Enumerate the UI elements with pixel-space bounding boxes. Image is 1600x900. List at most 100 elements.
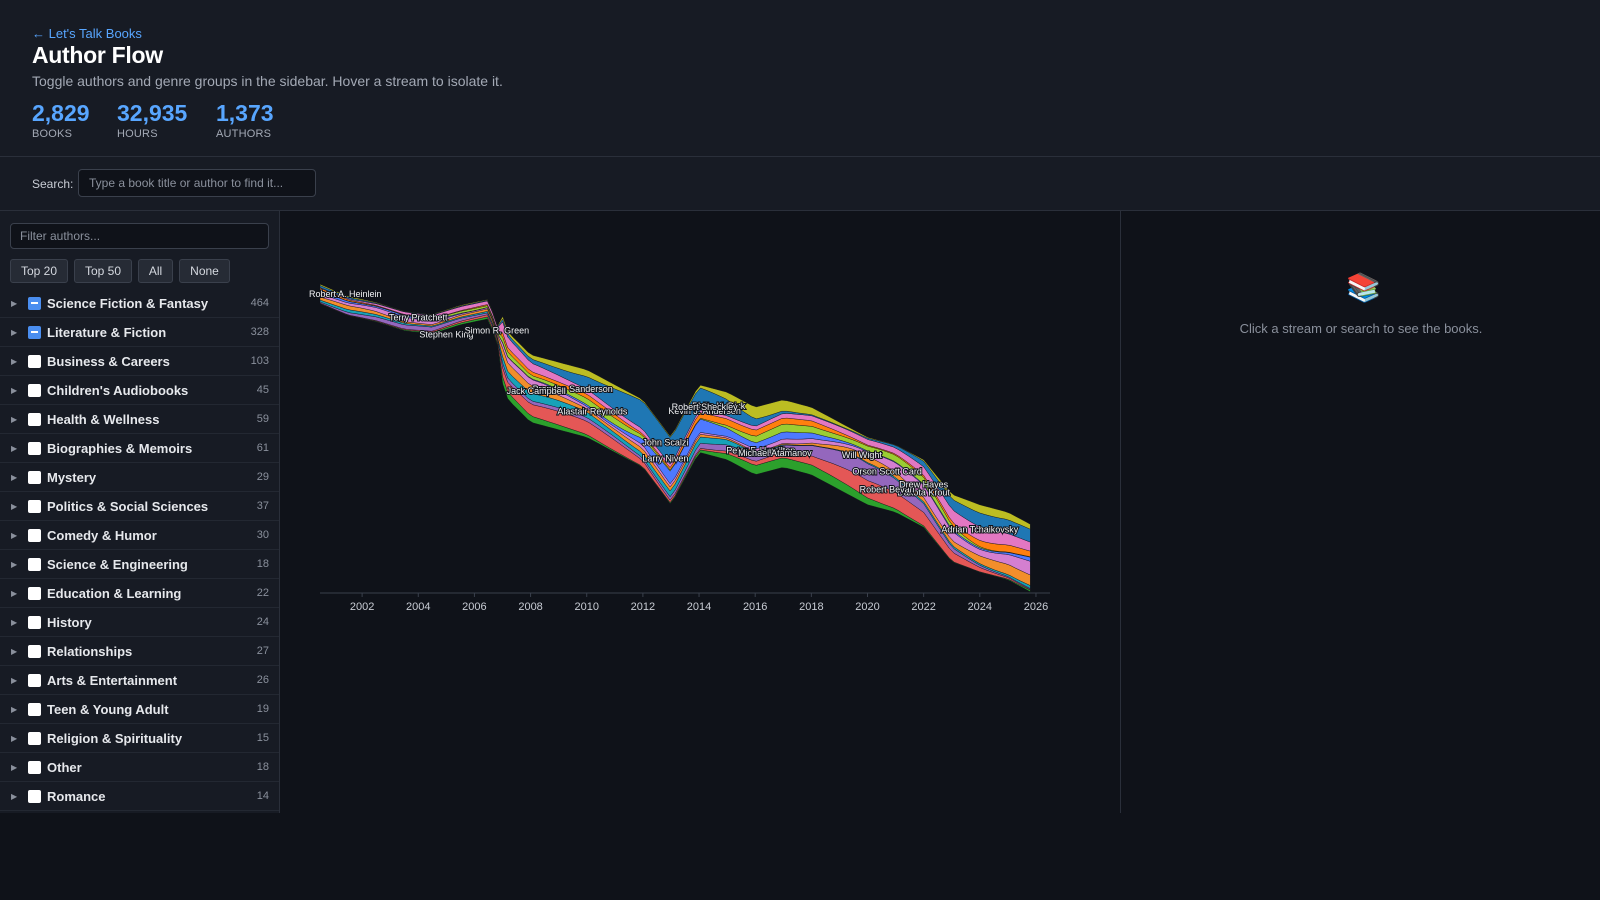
author-stream-label: Philip K. Dick: [692, 401, 746, 411]
group-name: Teen & Young Adult: [47, 702, 169, 717]
book-detail-panel: 📚 Click a stream or search to see the bo…: [1120, 211, 1600, 813]
page-header: ← Let's Talk Books Author Flow Toggle au…: [0, 0, 1600, 157]
group-checkbox[interactable]: [28, 500, 41, 513]
genre-group-row[interactable]: ▶ Biographies & Memoirs 61: [0, 434, 279, 463]
expand-arrow-icon[interactable]: ▶: [11, 502, 18, 511]
book-search-input[interactable]: [78, 169, 316, 197]
genre-group-row[interactable]: ▶ Arts & Entertainment 26: [0, 666, 279, 695]
group-checkbox[interactable]: [28, 413, 41, 426]
group-checkbox[interactable]: [28, 587, 41, 600]
genre-group-row[interactable]: ▶ Romance 14: [0, 782, 279, 811]
group-checkbox[interactable]: [28, 384, 41, 397]
genre-group-row[interactable]: ▶ Business & Careers 103: [0, 347, 279, 376]
group-count: 27: [256, 645, 269, 657]
genre-group-row[interactable]: ▶ Comedy & Humor 30: [0, 521, 279, 550]
expand-arrow-icon[interactable]: ▶: [11, 618, 18, 627]
expand-arrow-icon[interactable]: ▶: [11, 647, 18, 656]
select-none-button[interactable]: None: [179, 259, 230, 283]
expand-arrow-icon[interactable]: ▶: [11, 560, 18, 569]
group-checkbox[interactable]: [28, 355, 41, 368]
group-name: Science & Engineering: [47, 557, 188, 572]
group-checkbox[interactable]: [28, 471, 41, 484]
stat-value: 32,935: [117, 100, 188, 126]
group-checkbox[interactable]: [28, 790, 41, 803]
group-checkbox[interactable]: [28, 297, 41, 310]
author-stream[interactable]: [319, 283, 1031, 530]
genre-group-row[interactable]: ▶ History 24: [0, 608, 279, 637]
group-count: 18: [256, 558, 269, 570]
group-checkbox[interactable]: [28, 442, 41, 455]
author-stream-label: Adrian Tchaikovsky: [941, 525, 1018, 535]
group-count: 22: [256, 587, 269, 599]
stat-authors: 1,373 AUTHORS: [216, 100, 274, 140]
back-link[interactable]: ← Let's Talk Books: [32, 26, 142, 41]
search-bar: Search:: [0, 157, 1600, 211]
expand-arrow-icon[interactable]: ▶: [11, 792, 18, 801]
group-count: 19: [256, 703, 269, 715]
genre-group-row[interactable]: ▶ Religion & Spirituality 15: [0, 724, 279, 753]
author-stream-label: Kevin J. Anderson: [668, 406, 741, 416]
genre-group-row[interactable]: ▶ Other 18: [0, 753, 279, 782]
genre-group-row[interactable]: ▶ Health & Wellness 59: [0, 405, 279, 434]
stat-label: BOOKS: [32, 128, 73, 140]
genre-group-row[interactable]: ▶ Relationships 27: [0, 637, 279, 666]
expand-arrow-icon[interactable]: ▶: [11, 734, 18, 743]
top-20-button[interactable]: Top 20: [10, 259, 68, 283]
x-tick-label: 2014: [687, 601, 711, 613]
group-checkbox[interactable]: [28, 529, 41, 542]
expand-arrow-icon[interactable]: ▶: [11, 589, 18, 598]
expand-arrow-icon[interactable]: ▶: [11, 763, 18, 772]
group-name: Mystery: [47, 470, 97, 485]
stat-label: HOURS: [117, 128, 158, 140]
expand-arrow-icon[interactable]: ▶: [11, 386, 18, 395]
group-checkbox[interactable]: [28, 703, 41, 716]
author-sidebar: Top 20 Top 50 All None ▶ Science Fiction …: [0, 211, 280, 813]
genre-group-row[interactable]: ▶ Mystery 29: [0, 463, 279, 492]
group-checkbox[interactable]: [28, 645, 41, 658]
author-stream-label: Brandon Sanderson: [533, 384, 613, 394]
group-name: Health & Wellness: [47, 412, 160, 427]
author-stream-label: Robert Sheckley: [672, 402, 739, 412]
group-checkbox[interactable]: [28, 326, 41, 339]
select-all-button[interactable]: All: [138, 259, 173, 283]
group-checkbox[interactable]: [28, 761, 41, 774]
x-tick-label: 2002: [350, 601, 374, 613]
genre-group-row[interactable]: ▶ Politics & Social Sciences 37: [0, 492, 279, 521]
genre-group-row[interactable]: ▶ Teen & Young Adult 19: [0, 695, 279, 724]
expand-arrow-icon[interactable]: ▶: [11, 299, 18, 308]
group-count: 328: [250, 326, 269, 338]
group-name: Children's Audiobooks: [47, 383, 189, 398]
top-50-button[interactable]: Top 50: [74, 259, 132, 283]
group-checkbox[interactable]: [28, 616, 41, 629]
group-checkbox[interactable]: [28, 732, 41, 745]
expand-arrow-icon[interactable]: ▶: [11, 357, 18, 366]
expand-arrow-icon[interactable]: ▶: [11, 531, 18, 540]
genre-group-row[interactable]: ▶ Education & Learning 22: [0, 579, 279, 608]
group-name: Relationships: [47, 644, 133, 659]
genre-group-row[interactable]: ▶ Children's Audiobooks 45: [0, 376, 279, 405]
expand-arrow-icon[interactable]: ▶: [11, 328, 18, 337]
expand-arrow-icon[interactable]: ▶: [11, 676, 18, 685]
genre-group-row[interactable]: ▶ Literature & Fiction 328: [0, 318, 279, 347]
stat-hours: 32,935 HOURS: [117, 100, 187, 140]
group-checkbox[interactable]: [28, 558, 41, 571]
genre-group-row[interactable]: ▶LGBTQ+8: [0, 811, 279, 813]
expand-arrow-icon[interactable]: ▶: [11, 705, 18, 714]
group-name: History: [47, 615, 92, 630]
group-count: 61: [256, 442, 269, 454]
expand-arrow-icon[interactable]: ▶: [11, 415, 18, 424]
group-count: 29: [256, 471, 269, 483]
expand-arrow-icon[interactable]: ▶: [11, 444, 18, 453]
author-stream-label: Alastair Reynolds: [557, 407, 628, 417]
group-count: 30: [256, 529, 269, 541]
genre-group-row[interactable]: ▶ Science & Engineering 18: [0, 550, 279, 579]
genre-group-row[interactable]: ▶ Science Fiction & Fantasy 464: [0, 289, 279, 318]
group-checkbox[interactable]: [28, 674, 41, 687]
author-stream-label: Peter F. Hamilton: [726, 446, 795, 456]
expand-arrow-icon[interactable]: ▶: [11, 473, 18, 482]
empty-state-message: Click a stream or search to see the book…: [1239, 321, 1483, 336]
filter-authors-input[interactable]: [10, 223, 269, 249]
group-count: 464: [250, 297, 269, 309]
author-stream-label: Dakota Krout: [897, 488, 950, 498]
streamgraph-svg: 2002 2004 2006 2008 2010 2012 2014 2016 2018 2020…: [308, 283, 1050, 613]
